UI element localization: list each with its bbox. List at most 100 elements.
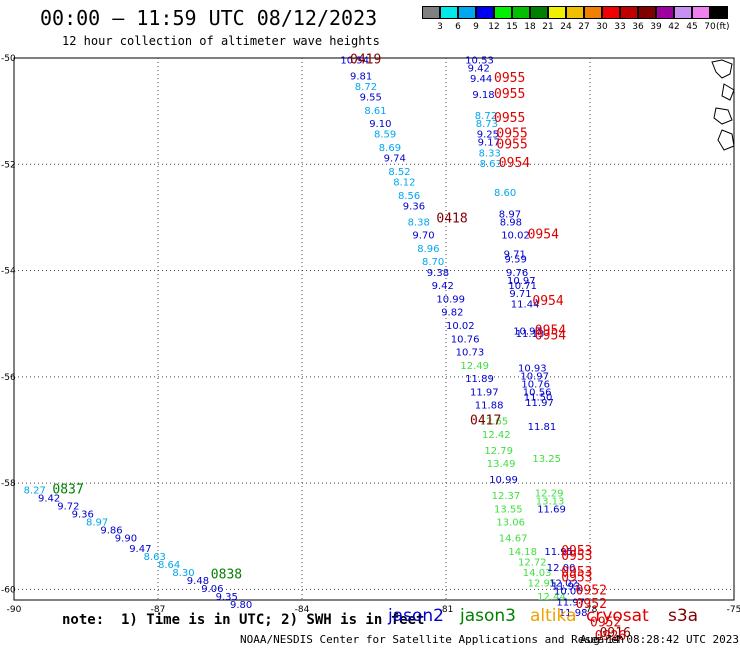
swh-value: 9.36 (72, 510, 94, 521)
x-tick-label: -84 (295, 605, 310, 615)
color-swatch (656, 6, 674, 19)
color-swatch (476, 6, 494, 19)
color-scale-label: 3 (437, 22, 443, 32)
color-swatch (422, 6, 440, 19)
color-scale-label: 39 (650, 22, 662, 32)
swh-value: 8.73 (476, 119, 498, 130)
color-scale-label: 27 (578, 22, 590, 32)
swh-value: 11.81 (528, 422, 557, 433)
color-swatch (674, 6, 692, 19)
pass-time: 0417 (470, 414, 501, 429)
swh-value: 9.71 (509, 289, 531, 300)
pass-time: 0953 (561, 565, 592, 580)
footer-note: note: 1) Time is in UTC; 2) SWH is in fe… (62, 612, 425, 628)
swh-value: 11.50 (524, 393, 553, 404)
swh-value: 8.69 (379, 143, 401, 154)
pass-time: 0952 (590, 616, 621, 631)
swh-value: 8.52 (388, 167, 410, 178)
pass-time: 0419 (350, 52, 381, 67)
swh-value: 11.97 (470, 387, 499, 398)
pass-time: 0926 (595, 629, 626, 644)
plot-frame (13, 57, 735, 601)
swh-value: 12.65 (480, 417, 509, 428)
color-scale-label: 15 (506, 22, 518, 32)
y-tick-label: -52 (1, 160, 16, 170)
swh-value: 12.37 (492, 491, 521, 502)
swh-value: 10.06 (554, 587, 583, 598)
swh-value: 10.53 (465, 55, 494, 66)
pass-time-labels: 0419041804170837083809550955095509550955… (52, 52, 631, 644)
swh-value: 8.30 (172, 568, 194, 579)
swh-value: 9.18 (472, 90, 494, 101)
pass-time: 0838 (211, 568, 242, 583)
swh-value: 9.71 (504, 249, 526, 260)
x-tick-label: -75 (727, 605, 740, 615)
footer-generated: Aug 14 08:28:42 UTC 2023 (580, 633, 739, 646)
swh-value: 9.42 (432, 281, 454, 292)
swh-value: 11.44 (511, 300, 540, 311)
swh-value: 10.71 (508, 281, 537, 292)
footer-credit: NOAA/NESDIS Center for Satellite Applica… (240, 633, 625, 646)
swh-value: 9.72 (57, 502, 79, 513)
swh-value: 12.00 (547, 563, 576, 574)
x-tick-label: -81 (439, 605, 454, 615)
swh-value: 10.97 (507, 276, 536, 287)
color-swatch (638, 6, 656, 19)
swh-value: 9.76 (506, 268, 528, 279)
pass-time: 0952 (576, 584, 607, 599)
color-scale-label: 42 (668, 22, 680, 32)
swh-value: 11.89 (465, 374, 494, 385)
swh-value: 9.82 (441, 308, 463, 319)
swh-value: 10.76 (521, 379, 550, 390)
color-swatch (494, 6, 512, 19)
x-tick-label: -78 (583, 605, 598, 615)
pass-time: 0418 (436, 212, 467, 227)
axis-tick-labels: -90 -87 -84 -81 -78 -75 -50 -52 -54 -56 -58 -60 (1, 54, 740, 615)
swh-value: 10.99 (436, 294, 465, 305)
pass-time: 0954 (528, 228, 559, 243)
swh-value: 8.61 (364, 106, 386, 117)
color-scale-label: 9 (473, 22, 479, 32)
x-tick-label: -90 (7, 605, 22, 615)
swh-value: 13.25 (532, 454, 561, 465)
swh-value: 8.63 (144, 552, 166, 563)
y-tick-label: -50 (1, 54, 16, 64)
color-scale-label: 21 (542, 22, 554, 32)
color-swatch (602, 6, 620, 19)
swh-value: 13.13 (536, 496, 565, 507)
swh-value: 12.49 (460, 361, 489, 372)
coastline-shape (711, 59, 735, 151)
legend-s3a: s3a (668, 606, 699, 626)
color-scale-label: 70 (704, 22, 716, 32)
x-tick-label: -87 (151, 605, 166, 615)
color-scale-unit: (ft) (716, 22, 730, 32)
color-scale-label: 36 (632, 22, 644, 32)
swh-value: 8.27 (24, 486, 46, 497)
pass-time: 0955 (496, 127, 527, 142)
swh-value: 9.47 (129, 544, 151, 555)
swh-value: 8.70 (422, 257, 444, 268)
swh-value: 11.69 (537, 504, 566, 515)
swh-value: 9.55 (360, 93, 382, 104)
color-swatch (584, 6, 602, 19)
legend-cryosat: cryosat (586, 606, 649, 626)
pass-time: 0953 (561, 549, 592, 564)
swh-value: 12.29 (535, 488, 564, 499)
swh-value: 9.42 (38, 494, 60, 505)
color-swatch (530, 6, 548, 19)
color-scale-label: 12 (488, 22, 500, 32)
swh-value: 9.81 (350, 71, 372, 82)
swh-value: 11.95 (544, 547, 573, 558)
y-tick-label: -60 (1, 585, 16, 595)
page-subtitle: 12 hour collection of altimeter wave hei… (62, 34, 380, 48)
swh-value: 14.03 (523, 568, 552, 579)
swh-value: 11.88 (475, 401, 504, 412)
swh-value: 8.72 (355, 82, 377, 93)
pass-time: 0955 (496, 137, 527, 152)
pass-time: 0837 (52, 483, 83, 498)
swh-value: 10.02 (446, 321, 475, 332)
color-swatch (548, 6, 566, 19)
swh-value: 9.10 (369, 119, 391, 130)
color-swatch (458, 6, 476, 19)
